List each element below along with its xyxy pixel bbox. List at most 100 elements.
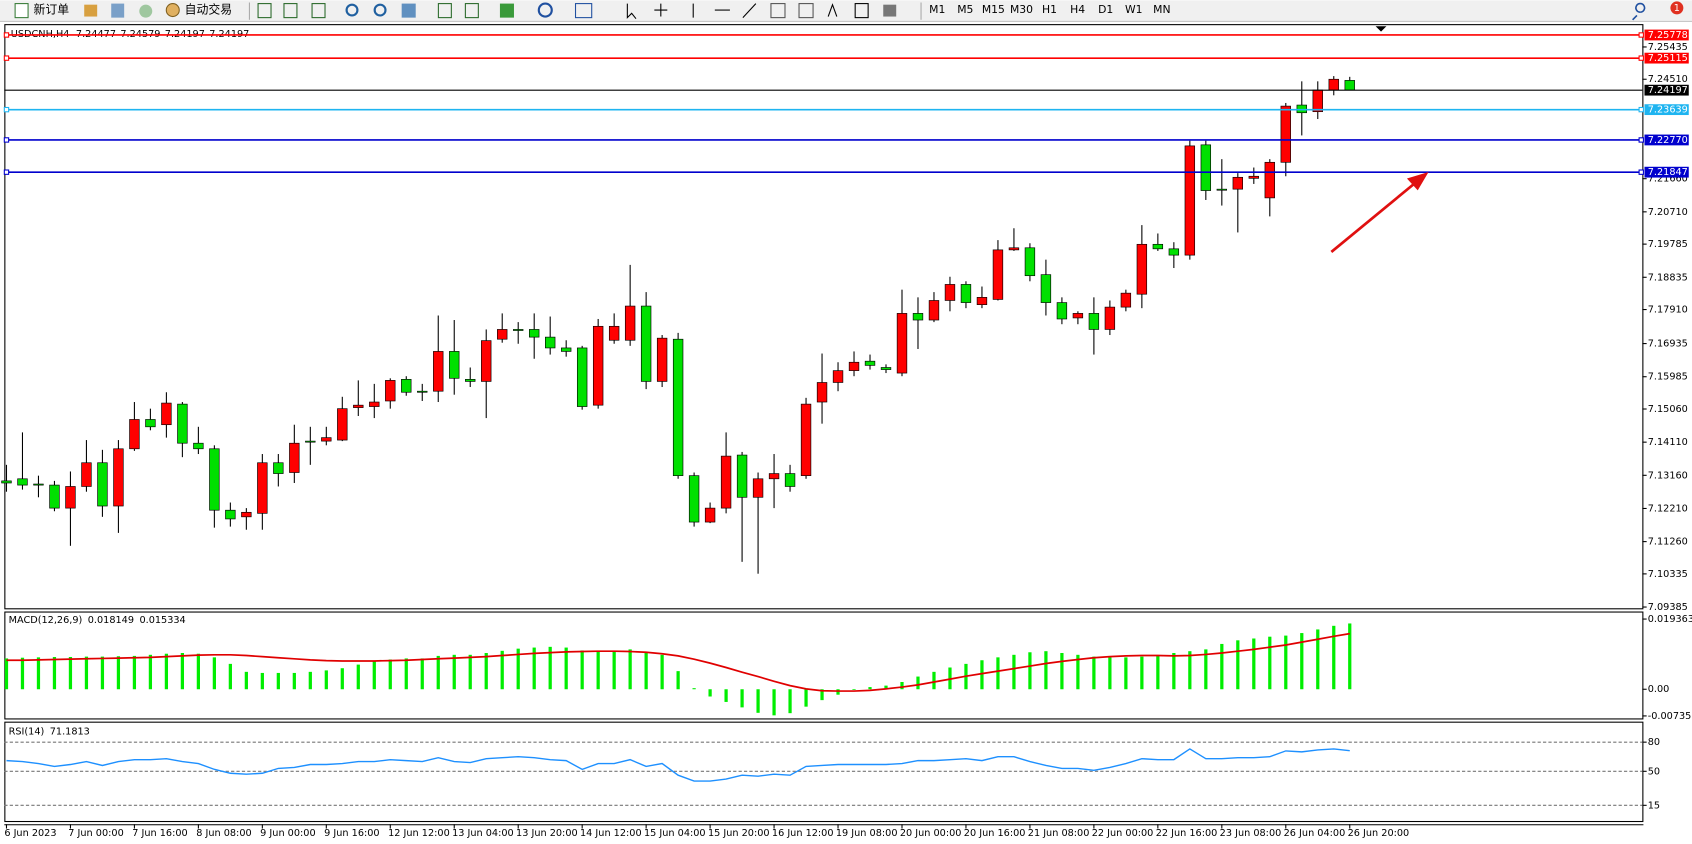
new-order-icon	[14, 3, 29, 19]
macd-bar	[292, 672, 296, 690]
candle-body	[1024, 247, 1036, 277]
toolbar-icon[interactable]	[111, 3, 125, 18]
macd-bar	[1012, 654, 1016, 690]
y-tick-label: 7.21660	[1648, 174, 1688, 185]
candle-body	[97, 462, 108, 507]
auto-trade-label: 自动交易	[185, 3, 232, 17]
level-handle	[3, 55, 10, 61]
timeframe-button[interactable]: MN	[1153, 3, 1170, 16]
candle-body	[944, 284, 956, 301]
toolbar-icon[interactable]	[883, 4, 897, 17]
y-tick-label: 7.18835	[1648, 272, 1688, 283]
zoom-in-icon[interactable]	[345, 3, 359, 17]
candle-body	[513, 329, 524, 331]
level-handle	[1638, 55, 1644, 61]
candle-body	[992, 249, 1004, 300]
candle-body	[832, 370, 844, 383]
crosshair-icon[interactable]	[654, 3, 668, 17]
toolbar-icon[interactable]	[499, 3, 514, 18]
toolbar-icon[interactable]	[770, 3, 786, 19]
notification-count: 1	[1674, 3, 1680, 14]
zoom-out-icon[interactable]	[373, 3, 387, 17]
candle-body	[1168, 248, 1180, 256]
timeframe-button[interactable]: M30	[1010, 3, 1033, 16]
macd-bar	[452, 654, 456, 690]
macd-header: MACD(12,26,9) 0.018149 0.015334	[9, 615, 186, 626]
macd-bar	[116, 656, 121, 690]
candle-body	[1056, 302, 1068, 320]
toolbar-icon[interactable]	[437, 3, 452, 19]
level-handle	[1638, 32, 1644, 38]
timeframe-button[interactable]: D1	[1098, 3, 1113, 16]
macd-bar	[884, 685, 888, 690]
toolbar-icon[interactable]	[537, 2, 553, 18]
macd-bar	[580, 650, 584, 690]
x-tick-label: 26 Jun 20:00	[1348, 828, 1410, 839]
macd-bar	[692, 688, 696, 690]
toolbar-icon[interactable]	[84, 4, 98, 17]
x-tick-label: 19 Jun 08:00	[836, 828, 898, 839]
arrow-shaft	[1330, 180, 1418, 253]
macd-bar	[836, 689, 840, 695]
candle-body	[864, 360, 876, 366]
candle-body	[497, 329, 508, 340]
toolbar-icon[interactable]	[257, 3, 272, 19]
x-tick-label: 6 Jun 2023	[4, 828, 56, 839]
y-tick-label: 7.12210	[1648, 503, 1688, 514]
macd-bar	[644, 652, 648, 690]
timeframe-button[interactable]: M15	[982, 3, 1005, 16]
macd-bar	[932, 671, 936, 690]
level-handle	[1638, 137, 1644, 143]
macd-bar	[980, 660, 984, 690]
y-tick-label: 7.25435	[1648, 42, 1688, 53]
candle-body	[640, 305, 652, 382]
timeframe-button[interactable]: H4	[1070, 3, 1085, 16]
cursor-icon[interactable]	[626, 3, 637, 20]
toolbar-icon[interactable]	[139, 4, 153, 18]
toolbar-icon[interactable]	[311, 3, 326, 19]
candle-body	[433, 351, 444, 392]
candle-body	[369, 401, 380, 407]
toolbar-icon[interactable]	[401, 3, 416, 18]
candle-body	[417, 390, 428, 393]
timeframe-button[interactable]: M1	[929, 3, 945, 16]
macd-bar	[164, 653, 169, 690]
toolbar-icon[interactable]	[464, 3, 479, 19]
toolbar-icon[interactable]	[798, 3, 814, 19]
macd-bar	[1284, 635, 1288, 690]
macd-bar	[180, 652, 185, 690]
macd-bar	[484, 652, 488, 690]
x-tick-label: 22 Jun 00:00	[1092, 828, 1154, 839]
macd-bar	[516, 648, 520, 690]
macd-bar	[260, 672, 264, 690]
timeframe-button[interactable]: H1	[1042, 3, 1057, 16]
x-tick-label: 22 Jun 16:00	[1156, 828, 1218, 839]
search-icon[interactable]	[1632, 2, 1646, 21]
toolbar-icon[interactable]	[574, 3, 593, 19]
candle-body	[960, 284, 972, 303]
macd-bar	[1332, 625, 1336, 690]
y-tick-label: 7.09385	[1648, 602, 1688, 613]
level-handle	[1638, 169, 1644, 175]
timeframe-button[interactable]: W1	[1125, 3, 1143, 16]
candle-body	[976, 297, 988, 305]
timeframe-button[interactable]: M5	[957, 3, 973, 16]
macd-bar	[36, 657, 41, 690]
candle-body	[1264, 161, 1275, 199]
toolbar-icon[interactable]	[283, 3, 298, 19]
candle-body	[49, 484, 60, 509]
new-order-button[interactable]: 新订单	[14, 3, 69, 19]
candle-body	[912, 313, 924, 321]
candle-body	[624, 305, 636, 341]
macd-bar	[404, 658, 408, 690]
label-icon[interactable]	[854, 3, 869, 19]
auto-trade-button[interactable]: 自动交易	[165, 3, 232, 18]
macd-bar	[132, 655, 137, 690]
candle-body	[736, 454, 748, 498]
text-icon[interactable]	[827, 3, 838, 17]
x-tick-label: 12 Jun 12:00	[388, 828, 450, 839]
trendline-icon[interactable]	[742, 3, 757, 18]
notifications[interactable]: 1	[1670, 1, 1684, 15]
candle-body	[688, 475, 700, 523]
